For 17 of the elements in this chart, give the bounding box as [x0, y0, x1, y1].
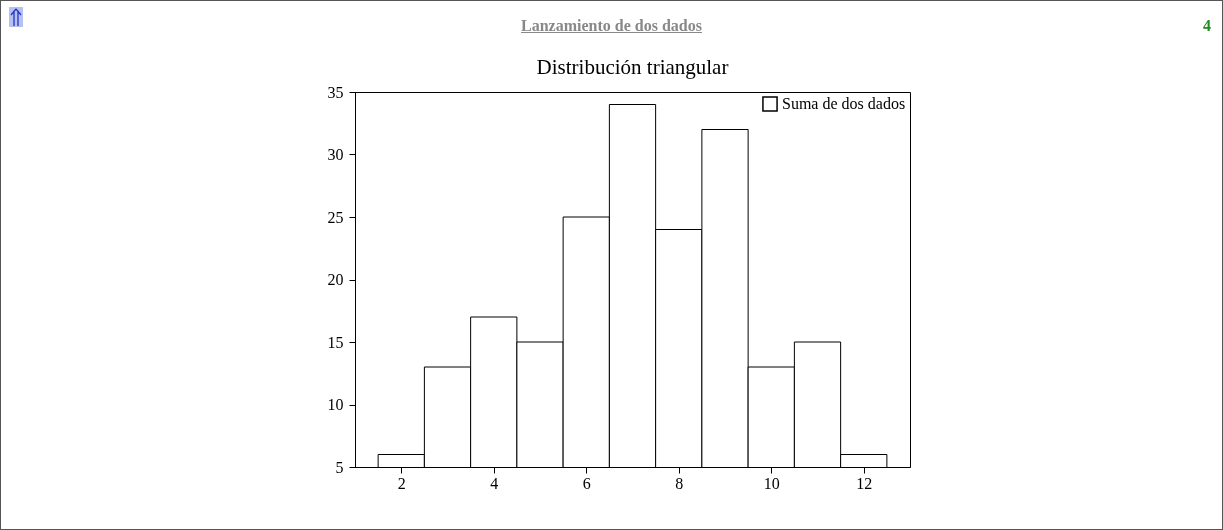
y-tick-label: 20	[327, 271, 344, 288]
x-tick-label: 6	[582, 474, 591, 492]
y-tick-label: 30	[327, 146, 344, 163]
legend-label: Suma de dos dados	[782, 95, 906, 112]
chart-subtitle: Distribución triangular	[536, 55, 729, 79]
y-tick-label: 15	[327, 333, 344, 351]
y-tick-label: 35	[327, 83, 344, 101]
y-tick-label: 5	[335, 458, 344, 476]
x-tick-label: 4	[490, 474, 499, 492]
y-tick-label: 10	[327, 396, 344, 413]
x-tick-label: 10	[763, 474, 780, 492]
x-tick-label: 12	[856, 474, 873, 492]
x-tick-label: 8	[675, 474, 684, 492]
y-tick-label: 25	[327, 208, 344, 226]
chart-title: Lanzamiento de dos dados	[521, 17, 702, 34]
text: 4	[1203, 17, 1211, 35]
x-tick-label: 2	[397, 474, 406, 492]
